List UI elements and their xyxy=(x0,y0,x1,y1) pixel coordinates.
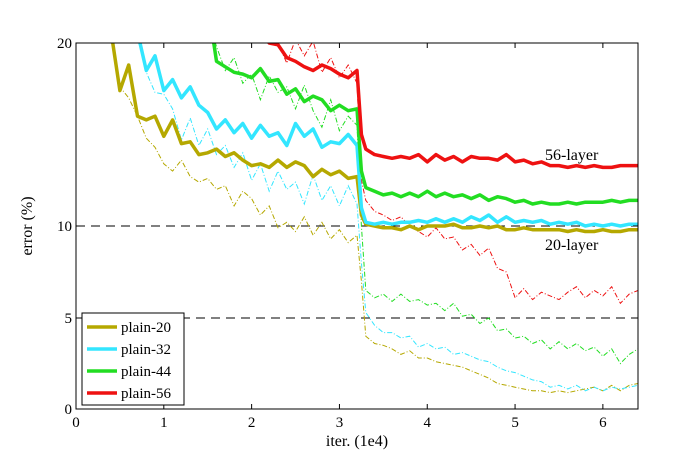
axis-ticks: 0 1 2 3 4 5 6 0 5 10 20 xyxy=(57,36,638,431)
legend-label-plain-56: plain-56 xyxy=(121,386,171,402)
test-line-plain-20 xyxy=(111,43,638,394)
legend-label-plain-32: plain-32 xyxy=(121,342,171,358)
train-line-plain-56 xyxy=(266,43,638,170)
annotation-56-layer: 56-layer xyxy=(545,147,599,164)
y-tick-label: 0 xyxy=(65,402,73,418)
train-line-plain-32 xyxy=(138,43,638,228)
x-tick-label: 0 xyxy=(72,415,80,431)
annotation-20-layer: 20-layer xyxy=(545,237,599,254)
test-line-plain-32 xyxy=(138,43,638,392)
legend-label-plain-20: plain-20 xyxy=(121,320,171,336)
legend-label-plain-44: plain-44 xyxy=(121,364,171,380)
train-line-plain-44 xyxy=(211,43,638,206)
test-line-plain-44 xyxy=(214,43,638,365)
legend: plain-20 plain-32 plain-44 plain-56 xyxy=(81,312,185,406)
x-axis-label: iter. (1e4) xyxy=(326,433,388,450)
y-axis-label: error (%) xyxy=(19,196,36,255)
x-tick-label: 6 xyxy=(599,415,607,431)
x-tick-label: 1 xyxy=(160,415,168,431)
test-line-plain-56 xyxy=(277,43,638,305)
y-tick-label: 5 xyxy=(65,311,73,327)
x-tick-label: 3 xyxy=(336,415,344,431)
y-tick-label: 20 xyxy=(57,36,72,52)
train-line-plain-20 xyxy=(110,43,638,234)
y-tick-label: 10 xyxy=(57,219,72,235)
x-tick-label: 5 xyxy=(511,415,519,431)
series-lines xyxy=(110,43,638,394)
x-tick-label: 2 xyxy=(248,415,256,431)
x-tick-label: 4 xyxy=(424,415,432,431)
